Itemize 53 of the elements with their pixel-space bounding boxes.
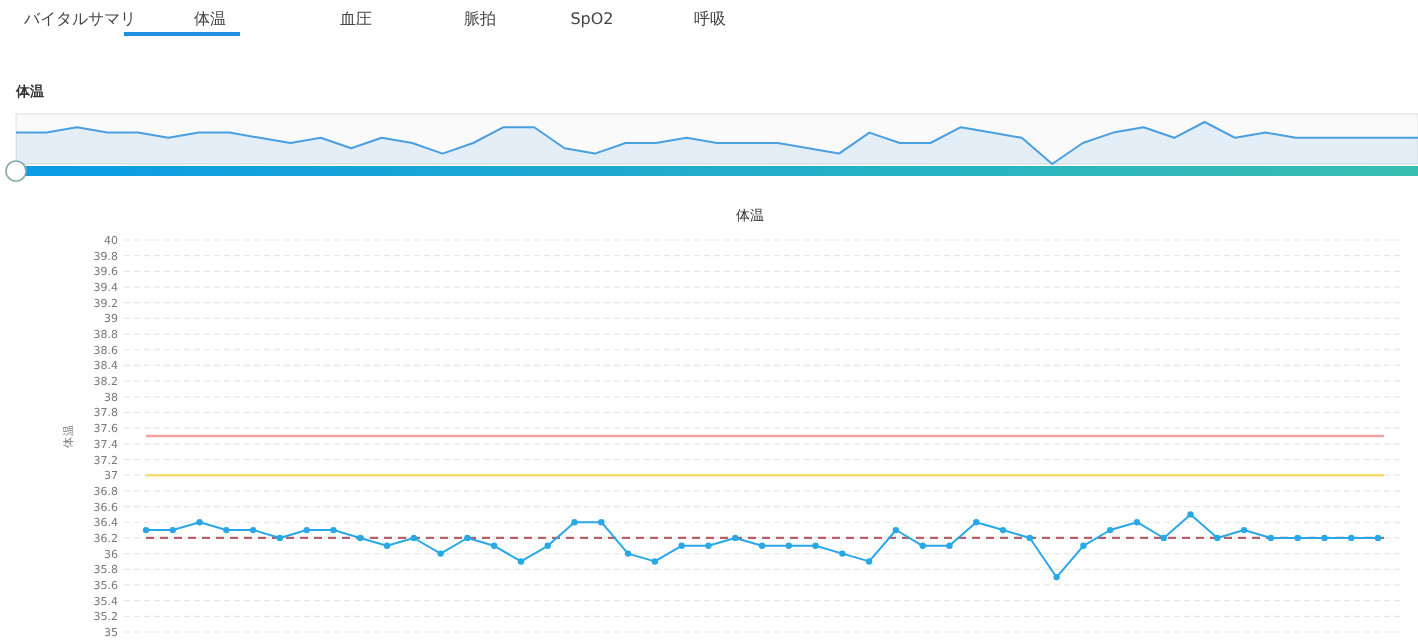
point (1374, 534, 1382, 542)
point (1214, 534, 1221, 542)
point (1026, 534, 1034, 542)
point (839, 550, 846, 557)
text: 体温 (194, 10, 226, 28)
point (1321, 534, 1328, 542)
point (758, 542, 766, 549)
point (464, 534, 471, 542)
point (1187, 511, 1194, 518)
point (330, 526, 337, 534)
text: 呼吸 (694, 10, 726, 28)
point (598, 519, 605, 526)
point (437, 550, 444, 557)
text: 脈拍 (464, 10, 496, 28)
point (1133, 519, 1141, 526)
point (490, 542, 498, 549)
point (196, 519, 203, 526)
point (785, 542, 792, 549)
point (517, 558, 525, 565)
point (892, 526, 900, 534)
point (303, 526, 310, 534)
point (142, 526, 150, 534)
point (946, 542, 953, 549)
point (1160, 534, 1167, 542)
point (544, 542, 551, 549)
point (865, 558, 873, 565)
point (1348, 534, 1355, 542)
point (705, 542, 712, 549)
text: SpO2 (570, 10, 614, 28)
point (357, 534, 364, 542)
point (999, 526, 1007, 534)
point (812, 542, 819, 549)
point (973, 519, 980, 526)
point (678, 542, 685, 549)
point (1106, 526, 1114, 534)
point (249, 526, 257, 534)
point (1080, 542, 1087, 549)
point (651, 558, 659, 565)
point (919, 542, 926, 549)
point (1267, 534, 1275, 542)
point (276, 534, 284, 542)
point (1294, 534, 1301, 542)
point (1053, 573, 1060, 581)
text: バイタルサマリ (22, 10, 136, 28)
point (410, 534, 418, 542)
point (732, 534, 739, 542)
point (571, 519, 578, 526)
text: 血圧 (340, 10, 372, 28)
point (169, 526, 176, 534)
point (1240, 526, 1248, 534)
point (383, 542, 391, 549)
point (223, 526, 230, 534)
point (624, 550, 632, 557)
